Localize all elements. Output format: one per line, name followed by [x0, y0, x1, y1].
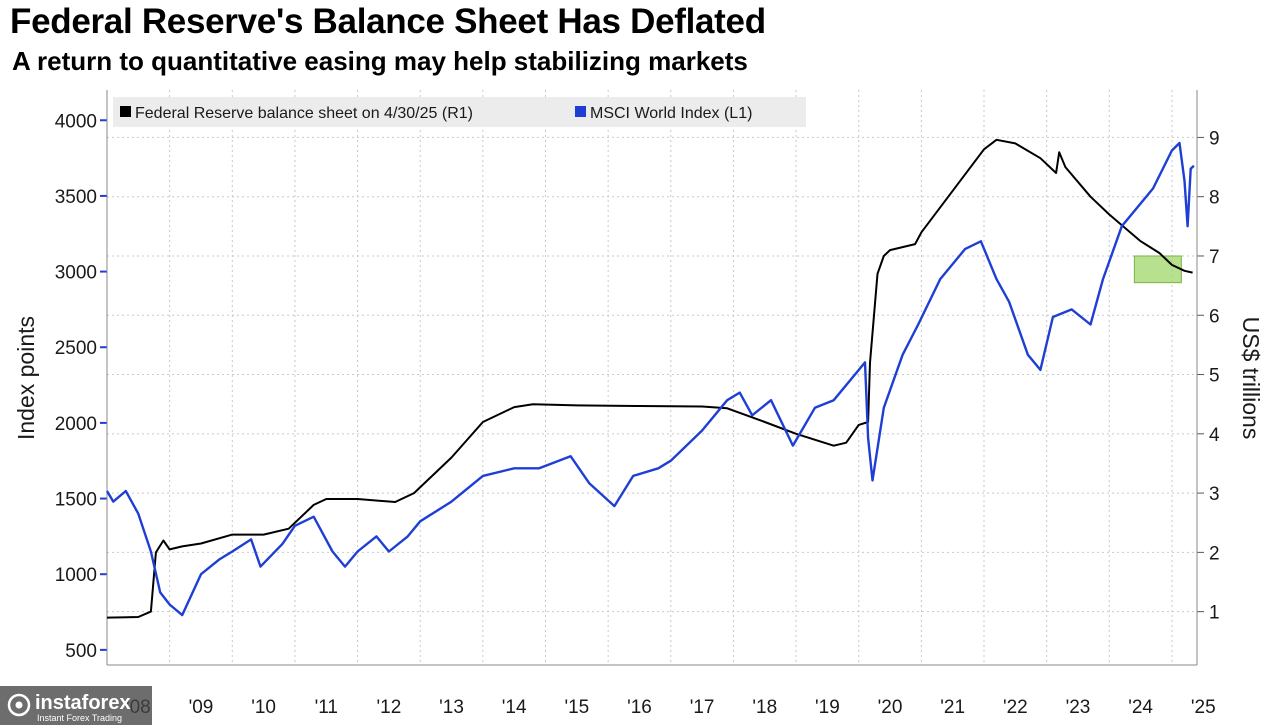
left-tick-label: 500 [65, 641, 97, 662]
right-tick-label: 2 [1209, 543, 1220, 564]
fed-balance-sheet-line [106, 138, 1193, 619]
right-tick-label: 9 [1209, 128, 1220, 149]
chart-subtitle: A return to quantitative easing may help… [12, 46, 748, 76]
x-tick-label: '23 [1066, 697, 1091, 718]
right-tick-label: 1 [1209, 603, 1220, 624]
highlight-box [1133, 255, 1182, 284]
legend-entry-fed: Federal Reserve balance sheet on 4/30/25… [135, 105, 473, 122]
grid [107, 90, 1197, 665]
legend-swatch-msci [575, 106, 586, 117]
watermark-tagline: Instant Forex Trading [37, 713, 122, 723]
x-tick-label: '17 [690, 697, 715, 718]
msci-world-index-line [105, 141, 1195, 617]
x-tick-label: '15 [564, 697, 589, 718]
x-tick-label: '16 [627, 697, 652, 718]
x-tick-label: '14 [502, 697, 527, 718]
right-tick-label: 3 [1209, 484, 1220, 505]
x-tick-label: '11 [315, 697, 338, 718]
right-tick-label: 8 [1209, 188, 1220, 209]
legend-box [113, 97, 806, 127]
axes: '08'09'10'11'12'13'14'15'16'17'18'19'20'… [55, 90, 1220, 718]
left-tick-label: 2500 [55, 338, 97, 359]
x-tick-label: '12 [377, 697, 402, 718]
x-tick-label: '24 [1128, 697, 1153, 718]
right-axis-label: US$ trillions [1238, 317, 1264, 440]
x-tick-label: '18 [752, 697, 777, 718]
left-tick-label: 3500 [55, 187, 97, 208]
series-layer [105, 138, 1195, 619]
legend-swatch-fed [120, 106, 131, 117]
left-tick-label: 4000 [55, 111, 97, 132]
instaforex-watermark: instaforex Instant Forex Trading [0, 686, 152, 725]
x-tick-label: '10 [251, 697, 276, 718]
left-tick-label: 3000 [55, 263, 97, 284]
x-tick-label: '20 [878, 697, 903, 718]
instaforex-logo-icon [7, 693, 31, 717]
x-tick-label: '13 [439, 697, 464, 718]
x-tick-label: '09 [189, 697, 214, 718]
left-tick-label: 1500 [55, 490, 97, 511]
x-tick-label: '19 [815, 697, 840, 718]
chart-title: Federal Reserve's Balance Sheet Has Defl… [10, 2, 766, 41]
watermark-brand: instaforex [35, 692, 131, 714]
left-tick-label: 1000 [55, 565, 97, 586]
right-tick-label: 5 [1209, 366, 1220, 387]
left-tick-label: 2000 [55, 414, 97, 435]
right-tick-label: 6 [1209, 306, 1220, 327]
right-tick-label: 4 [1209, 425, 1220, 446]
x-tick-label: '25 [1191, 697, 1216, 718]
legend: Federal Reserve balance sheet on 4/30/25… [113, 97, 806, 127]
x-tick-label: '22 [1003, 697, 1028, 718]
left-axis-label: Index points [13, 316, 39, 440]
right-tick-label: 7 [1209, 247, 1220, 268]
legend-entry-msci: MSCI World Index (L1) [590, 105, 752, 122]
watermark-background [0, 686, 152, 725]
x-tick-label: '21 [940, 697, 965, 718]
